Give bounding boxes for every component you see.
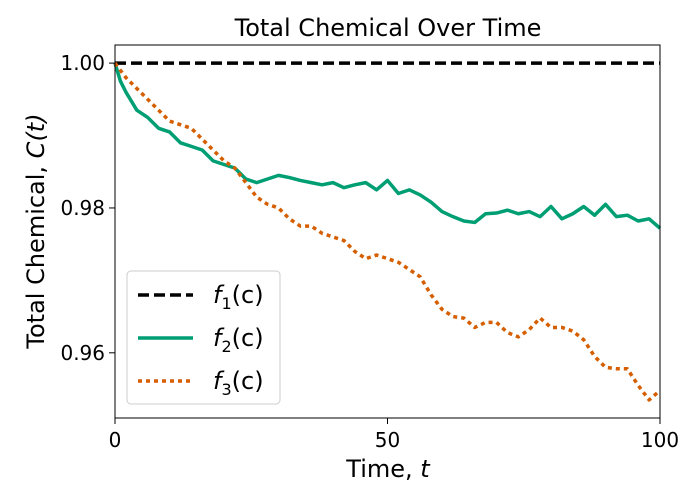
x-tick-label: 100 xyxy=(641,428,679,452)
y-tick-label: 0.96 xyxy=(60,341,105,365)
legend-arg: (c) xyxy=(232,367,264,395)
y-axis-label-text: Total Chemical, xyxy=(22,158,50,349)
chart-title: Total Chemical Over Time xyxy=(234,14,542,42)
y-axis-label: Total Chemical, C(t) xyxy=(22,113,50,349)
y-tick-label: 1.00 xyxy=(60,51,105,75)
y-axis-label-var: C(t) xyxy=(22,113,50,158)
x-axis-label-text: Time, xyxy=(345,455,420,483)
y-axis: 0.96 0.98 1.00 xyxy=(60,51,115,365)
legend-label-2: f2(c) xyxy=(213,324,264,356)
x-axis-label: Time, t xyxy=(345,455,431,483)
x-axis-label-var: t xyxy=(420,455,431,483)
series-line-3 xyxy=(113,62,662,402)
legend-box xyxy=(126,270,281,405)
series-line-2 xyxy=(113,62,662,230)
legend-sub: 1 xyxy=(221,294,231,313)
legend-label-3: f3(c) xyxy=(213,367,264,399)
x-tick-label: 0 xyxy=(109,428,122,452)
plot-area xyxy=(113,44,662,419)
legend: f1(c) f2(c) f3(c) xyxy=(126,270,281,405)
legend-arg: (c) xyxy=(232,324,264,352)
x-axis: 0 50 100 xyxy=(109,418,679,452)
legend-sub: 2 xyxy=(221,337,231,356)
series-layer xyxy=(113,61,662,402)
legend-sub: 3 xyxy=(221,380,231,399)
x-tick-label: 50 xyxy=(375,428,400,452)
legend-arg: (c) xyxy=(232,281,264,309)
legend-label-1: f1(c) xyxy=(213,281,264,313)
y-tick-label: 0.98 xyxy=(60,196,105,220)
